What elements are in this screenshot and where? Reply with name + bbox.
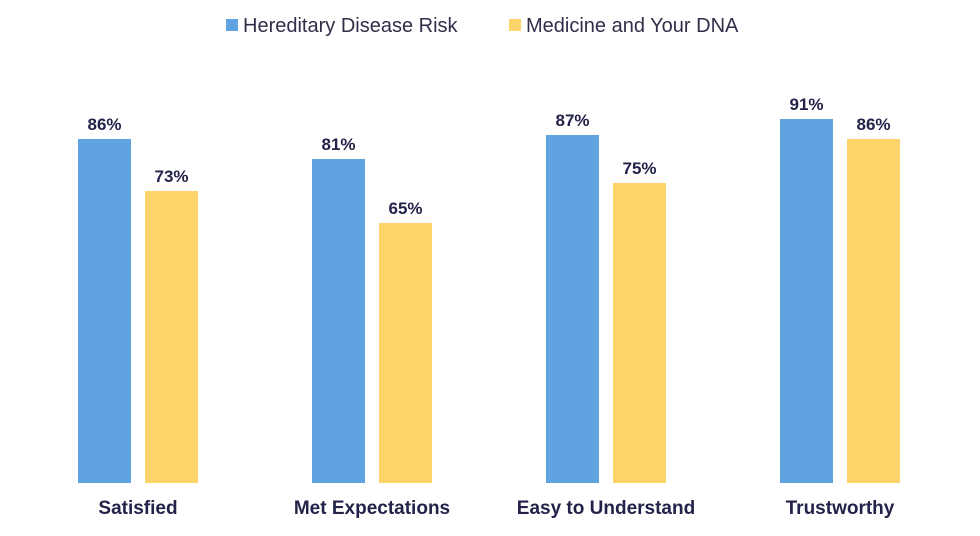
value-label-satisfied-medicine-and-your-dna: 73%: [154, 167, 188, 186]
category-label-trustworthy: Trustworthy: [786, 498, 895, 519]
legend-label-medicine-and-your-dna: Medicine and Your DNA: [526, 15, 739, 37]
bar-met-expectations-medicine-and-your-dna: [379, 223, 432, 483]
category-label-satisfied: Satisfied: [98, 498, 177, 519]
bar-satisfied-hereditary-disease-risk: [78, 139, 131, 483]
value-label-easy-to-understand-hereditary-disease-risk: 87%: [555, 111, 589, 130]
chart-value-labels: 86% 73% 81% 65% 87% 75% 91% 86%: [87, 95, 890, 218]
bar-trustworthy-medicine-and-your-dna: [847, 139, 900, 483]
value-label-met-expectations-medicine-and-your-dna: 65%: [388, 199, 422, 218]
bar-satisfied-medicine-and-your-dna: [145, 191, 198, 483]
legend-swatch-medicine-and-your-dna: [509, 19, 521, 31]
category-label-met-expectations: Met Expectations: [294, 498, 450, 519]
category-label-easy-to-understand: Easy to Understand: [517, 498, 695, 519]
bar-easy-to-understand-hereditary-disease-risk: [546, 135, 599, 483]
value-label-trustworthy-hereditary-disease-risk: 91%: [789, 95, 823, 114]
legend-label-hereditary-disease-risk: Hereditary Disease Risk: [243, 15, 459, 37]
value-label-easy-to-understand-medicine-and-your-dna: 75%: [622, 159, 656, 178]
bar-met-expectations-hereditary-disease-risk: [312, 159, 365, 483]
legend-swatch-hereditary-disease-risk: [226, 19, 238, 31]
chart-bars: [78, 119, 900, 483]
bar-trustworthy-hereditary-disease-risk: [780, 119, 833, 483]
value-label-met-expectations-hereditary-disease-risk: 81%: [321, 135, 355, 154]
bar-easy-to-understand-medicine-and-your-dna: [613, 183, 666, 483]
chart-category-labels: Satisfied Met Expectations Easy to Underst…: [98, 498, 894, 519]
value-label-satisfied-hereditary-disease-risk: 86%: [87, 115, 121, 134]
value-label-trustworthy-medicine-and-your-dna: 86%: [856, 115, 890, 134]
chart-legend: Hereditary Disease Risk Medicine and Your…: [226, 15, 739, 37]
